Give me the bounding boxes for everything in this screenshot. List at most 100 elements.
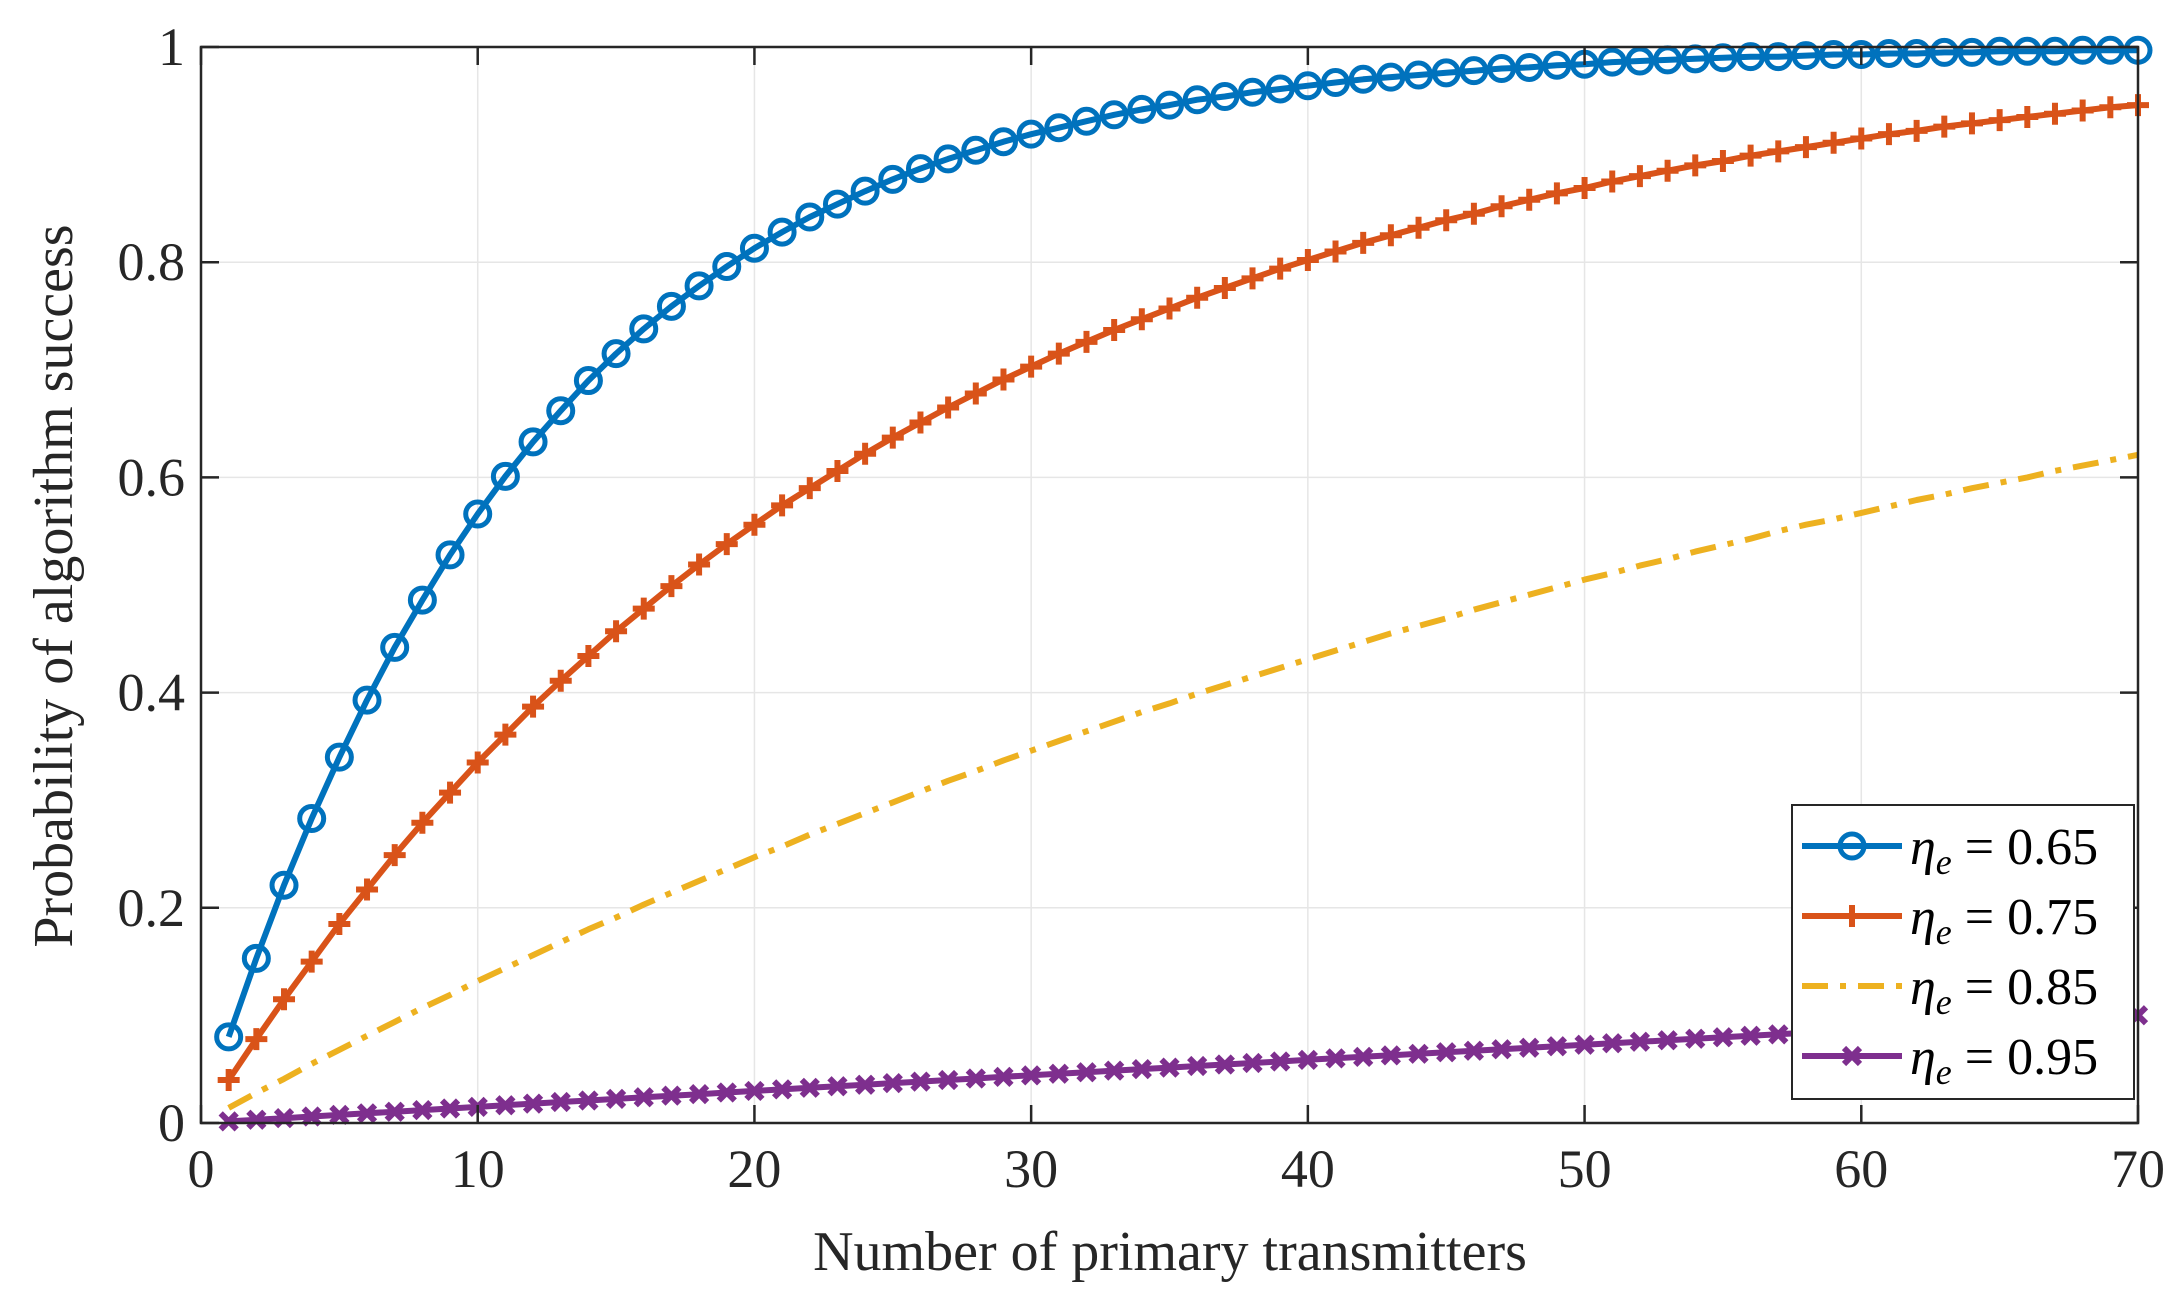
data-point [1241, 267, 1264, 290]
data-point [546, 396, 576, 426]
data-point [2099, 96, 2122, 119]
data-point [656, 291, 686, 321]
y-tick-labels: 0 0.2 0.4 0.6 0.8 1 [118, 17, 186, 1153]
data-point [2095, 35, 2125, 65]
data-point [1099, 100, 1129, 130]
data-point [1767, 140, 1790, 163]
data-point [1020, 355, 1043, 378]
y-tick-label: 0 [158, 1093, 185, 1153]
data-point [1574, 1034, 1595, 1055]
y-axis-title: Probability of algorithm success [23, 224, 85, 947]
data-point [909, 411, 932, 434]
data-point [1325, 1048, 1346, 1069]
data-point [328, 912, 351, 935]
data-point [1436, 1042, 1457, 1063]
data-point [854, 1074, 876, 1095]
data-point [1960, 112, 1983, 135]
data-point [1545, 182, 1568, 205]
data-point [324, 742, 354, 772]
data-point [937, 396, 960, 419]
data-point [383, 844, 406, 867]
data-point [933, 144, 963, 174]
data-point [2068, 35, 2098, 65]
data-point [2012, 36, 2042, 66]
data-point [771, 494, 794, 517]
data-point [1044, 113, 1074, 143]
data-point [1296, 249, 1319, 272]
axes-box [199, 45, 2140, 1125]
data-point [2043, 102, 2066, 125]
data-point [633, 1087, 654, 1108]
data-point [661, 1085, 682, 1106]
data-point [1518, 188, 1541, 211]
data-point [214, 1022, 244, 1052]
y-tick-label: 0.2 [118, 878, 186, 938]
data-point [411, 811, 434, 834]
x-tick-label: 30 [1004, 1139, 1058, 1199]
data-point [1905, 119, 1928, 142]
data-point [1957, 37, 1987, 67]
data-point [632, 597, 655, 620]
data-point [1404, 60, 1434, 90]
data-point [1711, 150, 1734, 173]
data-point [1213, 277, 1236, 300]
data-point [1684, 154, 1707, 177]
data-point [1712, 1027, 1734, 1048]
data-point [1075, 330, 1098, 353]
data-point [965, 1068, 986, 1089]
data-point [601, 339, 631, 369]
data-point [1376, 62, 1406, 92]
data-point [577, 645, 600, 668]
legend-marker [1841, 905, 1863, 927]
data-point [660, 575, 683, 598]
data-point [1104, 1060, 1125, 1081]
data-point [1933, 115, 1956, 138]
series-line [227, 451, 2139, 1111]
legend-label: ηe = 0.85 [1910, 959, 2098, 1022]
data-point [605, 1088, 627, 1110]
data-point [1763, 42, 1793, 72]
data-point [1021, 1065, 1042, 1086]
data-point [2071, 99, 2094, 122]
data-point [573, 366, 603, 396]
data-point [1324, 240, 1347, 263]
series-1 [214, 35, 2153, 1052]
data-point [1462, 202, 1485, 225]
data-point [1542, 50, 1572, 80]
data-point [1656, 159, 1679, 182]
data-point [2016, 105, 2039, 128]
data-point [1187, 1055, 1208, 1077]
data-point [1459, 56, 1489, 86]
data-point [881, 426, 904, 449]
series-3 [227, 451, 2139, 1111]
data-point [297, 803, 327, 833]
data-point [1628, 165, 1651, 188]
data-point [1293, 71, 1323, 101]
data-point [938, 1069, 959, 1091]
data-point [1159, 1057, 1180, 1078]
data-point [1127, 94, 1157, 124]
data-point [882, 1072, 903, 1094]
data-point [1407, 216, 1430, 239]
data-point [1348, 64, 1378, 94]
data-point [629, 314, 659, 344]
data-point [878, 164, 908, 194]
data-point [1182, 85, 1212, 115]
data-point [1546, 1036, 1568, 1057]
legend: ηe = 0.65 ηe = 0.75 ηe = 0.85 ηe = 0.95 [1791, 804, 2135, 1100]
data-point [412, 1099, 433, 1121]
legend-entry: ηe = 0.85 [1802, 959, 2098, 1022]
data-point [1487, 54, 1517, 84]
data-point [300, 950, 323, 973]
data-point [1573, 176, 1596, 199]
legend-entry: ηe = 0.75 [1802, 889, 2098, 952]
data-point [439, 1098, 461, 1119]
data-point [518, 427, 548, 457]
data-point [356, 878, 379, 901]
legend-label: ηe = 0.75 [1910, 889, 2098, 952]
data-point [739, 233, 769, 263]
data-point [767, 217, 797, 247]
data-point [1435, 209, 1458, 232]
data-point [1846, 40, 1876, 70]
data-point [439, 781, 462, 804]
